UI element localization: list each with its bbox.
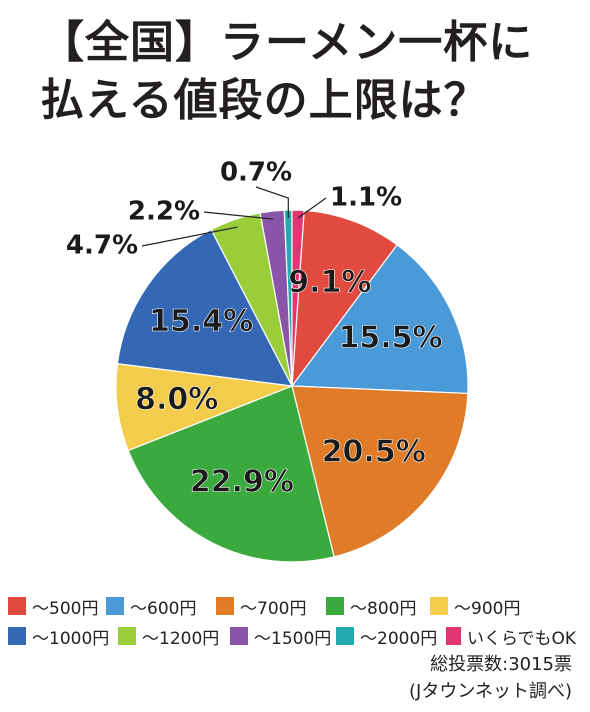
pie-chart: 9.1% 15.5% 20.5% 22.9% 8.0% 15.4% 4.7% 2.2% 0.7%… — [66, 158, 469, 563]
data-label: 2.2% — [128, 197, 200, 227]
legend-label: ～600円 — [130, 598, 197, 619]
data-label: 8.0% — [135, 382, 218, 417]
data-label: 20.5% — [322, 434, 426, 469]
legend-item-1000: ～1000円 — [8, 624, 118, 649]
legend-swatch — [106, 597, 124, 615]
data-label: 0.7% — [220, 158, 292, 188]
leader-line — [255, 186, 289, 219]
source-note: (Jタウンネット調べ) — [409, 681, 572, 702]
data-label: 22.9% — [190, 464, 294, 499]
legend-swatch — [336, 627, 354, 645]
title-line-2: 払える値段の上限は？ — [40, 75, 489, 126]
legend-swatch — [446, 627, 461, 645]
data-label: 15.5% — [338, 321, 442, 356]
chart-footer: 総投票数:3015票 (Jタウンネット調べ) — [409, 651, 572, 705]
pie-slice — [291, 209, 305, 387]
legend: ～500円 ～600円 ～700円 ～800円 ～900円 ～1000円 ～12… — [8, 592, 588, 652]
legend-swatch — [8, 627, 26, 645]
legend-label: ～1200円 — [142, 628, 220, 649]
legend-swatch — [230, 627, 248, 645]
pie-slice — [127, 385, 335, 563]
legend-swatch — [8, 597, 26, 615]
leader-line — [141, 226, 238, 247]
pie-slice — [116, 228, 294, 387]
legend-swatch — [326, 597, 344, 615]
leader-line — [297, 197, 327, 219]
chart-title: 【全国】ラーメン一杯に 払える値段の上限は？ — [40, 14, 580, 130]
legend-row: ～500円 ～600円 ～700円 ～800円 ～900円 — [8, 592, 588, 620]
legend-item-2000: ～2000円 — [336, 624, 446, 649]
legend-item-any: いくらでもOK — [446, 624, 576, 649]
legend-item-1200: ～1200円 — [118, 624, 230, 649]
legend-label: ～700円 — [240, 598, 307, 619]
legend-label: ～500円 — [32, 598, 99, 619]
title-line-1: 【全国】ラーメン一杯に — [40, 17, 534, 68]
data-label: 15.4% — [149, 304, 253, 339]
legend-item-900: ～900円 — [430, 594, 540, 619]
legend-label: ～1500円 — [254, 628, 332, 649]
total-votes: 総投票数:3015票 — [430, 654, 572, 675]
leader-line — [203, 211, 274, 220]
legend-label: ～1000円 — [32, 628, 110, 649]
legend-label: いくらでもOK — [466, 628, 576, 649]
legend-row: ～1000円 ～1200円 ～1500円 ～2000円 いくらでもOK — [8, 622, 588, 650]
pie-slice — [290, 244, 469, 395]
legend-label: ～900円 — [454, 598, 521, 619]
legend-item-800: ～800円 — [326, 594, 430, 619]
legend-item-600: ～600円 — [106, 594, 216, 619]
legend-swatch — [216, 597, 234, 615]
legend-swatch — [430, 597, 448, 615]
legend-item-1500: ～1500円 — [230, 624, 336, 649]
legend-item-700: ～700円 — [216, 594, 326, 619]
data-label: 1.1% — [330, 183, 402, 213]
legend-label: ～800円 — [350, 598, 417, 619]
data-label: 4.7% — [66, 231, 138, 261]
legend-item-500: ～500円 — [8, 594, 106, 619]
pie-slice — [291, 385, 469, 558]
data-label: 9.1% — [288, 265, 371, 300]
legend-swatch — [118, 627, 136, 645]
legend-label: ～2000円 — [360, 628, 438, 649]
